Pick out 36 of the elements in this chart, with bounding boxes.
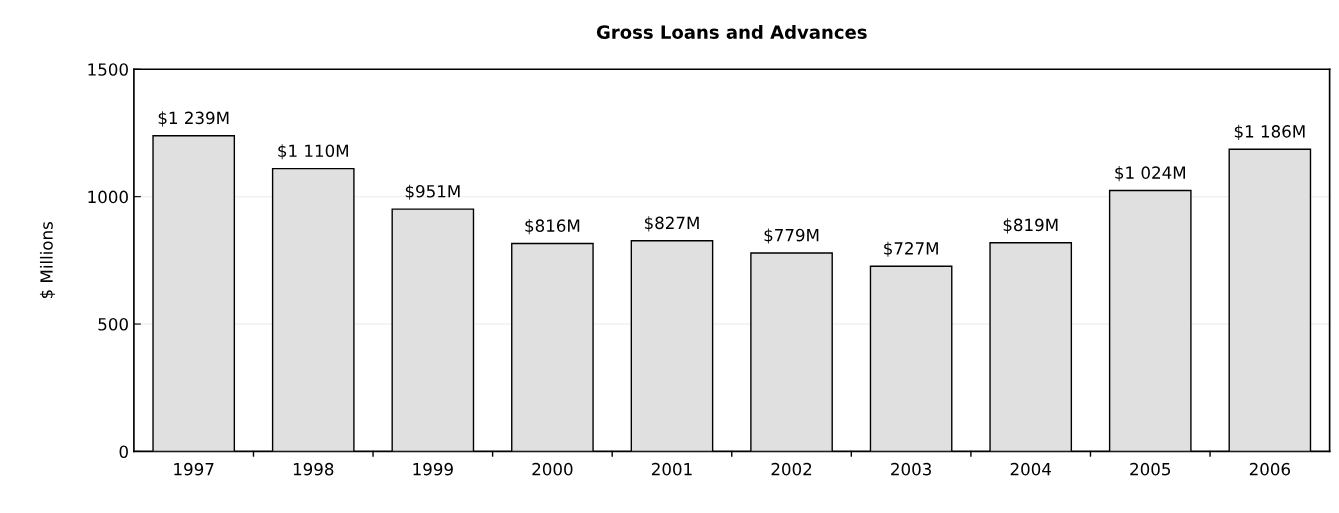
data-label: $1 186M — [1234, 124, 1305, 140]
bar — [1108, 189, 1192, 452]
data-label: $1 024M — [1115, 166, 1185, 182]
data-label: $816M — [525, 219, 580, 235]
data-label: $819M — [1003, 218, 1058, 234]
data-label: $727M — [884, 241, 938, 257]
chart-title: Gross Loans and Advances — [596, 24, 867, 39]
x-tick-label: 1999 — [413, 462, 453, 476]
data-label: $1 110M — [278, 144, 348, 160]
x-tick-label: 2002 — [771, 462, 812, 476]
bar — [152, 135, 236, 452]
x-tick-label: 2003 — [891, 462, 931, 476]
x-tick-label: 2006 — [1249, 462, 1290, 476]
y-tick-label: 500 — [98, 318, 128, 331]
x-tick-label: 2001 — [651, 462, 692, 476]
y-tick-label: 1000 — [88, 190, 128, 204]
x-tick-label: 1998 — [293, 462, 334, 476]
bar — [391, 208, 475, 452]
bar — [630, 240, 714, 452]
data-label: $827M — [644, 216, 699, 232]
bar — [511, 242, 594, 452]
y-tick-label: 0 — [119, 445, 128, 459]
bar — [750, 252, 833, 452]
x-tick-label: 1997 — [174, 462, 214, 476]
bar — [869, 265, 953, 452]
bar — [989, 242, 1073, 452]
data-label: $779M — [764, 228, 819, 244]
bar — [1228, 148, 1312, 452]
data-label: $951M — [405, 184, 460, 200]
y-axis-title: $ Millions — [39, 222, 56, 299]
bar — [271, 167, 355, 452]
data-label: $1 239M — [158, 111, 229, 127]
x-tick-label: 2005 — [1130, 462, 1171, 476]
y-tick-label: 1500 — [88, 63, 128, 76]
x-tick-label: 2004 — [1010, 462, 1051, 476]
x-tick-label: 2000 — [532, 462, 573, 476]
